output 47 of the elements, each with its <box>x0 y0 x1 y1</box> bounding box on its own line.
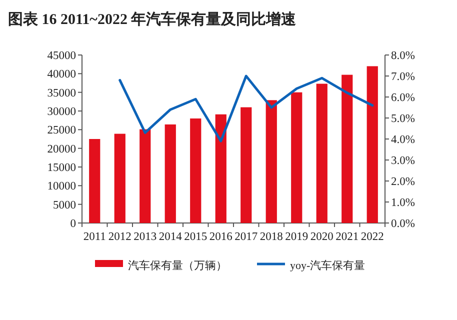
bar <box>342 74 353 223</box>
bar <box>190 118 202 223</box>
y-tick-label: 0 <box>70 218 76 230</box>
y-tick-label: 15000 <box>47 162 76 174</box>
y-tick-label: 45000 <box>47 50 76 62</box>
y2-tick-label: 7.0% <box>391 71 416 83</box>
y2-tick-label: 1.0% <box>391 197 416 209</box>
x-tick-label: 2019 <box>285 231 308 243</box>
line-series <box>118 74 374 142</box>
bar <box>316 84 328 223</box>
y-tick-label: 35000 <box>47 87 76 100</box>
legend-label: 汽车保有量（万辆） <box>128 259 227 272</box>
bar <box>215 114 226 223</box>
x-tick-label: 2016 <box>209 231 233 243</box>
y2-tick-label: 3.0% <box>391 155 416 167</box>
bar <box>366 66 378 223</box>
bar <box>164 124 176 223</box>
legend-label: yoy-汽车保有量 <box>290 259 366 272</box>
x-tick-label: 2015 <box>184 231 208 243</box>
x-tick-label: 2018 <box>260 231 284 243</box>
x-tick-label: 2020 <box>310 231 334 243</box>
x-tick-label: 2021 <box>336 231 359 243</box>
x-tick-label: 2012 <box>108 231 132 243</box>
y-tick-label: 20000 <box>47 143 76 156</box>
y-tick-label: 25000 <box>47 124 76 137</box>
y2-tick-label: 8.0% <box>391 50 416 62</box>
bar <box>114 134 126 223</box>
x-tick-label: 2014 <box>158 231 182 243</box>
bar <box>240 107 252 223</box>
x-tick-label: 2011 <box>83 231 106 243</box>
y2-tick-label: 2.0% <box>391 176 416 188</box>
bar <box>140 129 151 223</box>
y-tick-label: 30000 <box>47 106 76 118</box>
x-tick-label: 2013 <box>134 231 157 243</box>
y-tick-label: 10000 <box>47 180 76 193</box>
y2-tick-label: 6.0% <box>391 92 416 104</box>
bar <box>291 92 302 223</box>
y2-tick-label: 0.0% <box>391 218 416 230</box>
x-tick-label: 2017 <box>234 231 258 243</box>
x-tick-label: 2022 <box>360 231 384 243</box>
y-tick-label: 40000 <box>47 68 76 81</box>
y2-tick-label: 5.0% <box>391 113 416 125</box>
bar <box>266 100 277 223</box>
chart-title: 图表 16 2011~2022 年汽车保有量及同比增速 <box>8 10 298 28</box>
bar <box>89 139 100 223</box>
y2-tick-label: 4.0% <box>391 134 416 146</box>
y-tick-label: 5000 <box>53 199 76 212</box>
